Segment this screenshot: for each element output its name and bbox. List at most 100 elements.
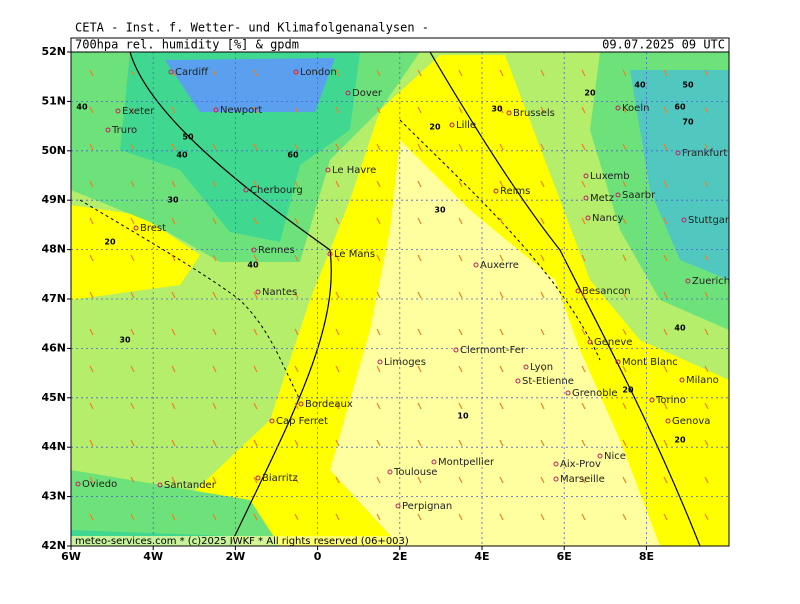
city-label: Cherbourg bbox=[250, 185, 303, 196]
wind-arrow bbox=[458, 217, 463, 225]
wind-arrow bbox=[171, 217, 176, 225]
wind-arrow bbox=[335, 439, 340, 447]
city-label: Luxemb bbox=[590, 171, 630, 182]
city-label: Truro bbox=[111, 125, 137, 136]
wind-arrow bbox=[171, 439, 176, 447]
wind-arrow bbox=[499, 217, 504, 225]
lon-tick-label: 2E bbox=[392, 550, 407, 563]
lon-tick-label: 4W bbox=[143, 550, 163, 563]
wind-arrow bbox=[294, 513, 299, 521]
city-marker bbox=[587, 339, 593, 345]
humidity-band bbox=[71, 205, 200, 300]
wind-arrow bbox=[253, 439, 258, 447]
wind-arrow bbox=[540, 402, 545, 410]
wind-arrow bbox=[499, 513, 504, 521]
institute: CETA - Inst. f. Wetter- und Klimafolgena… bbox=[75, 21, 429, 35]
contour-label: 20 bbox=[622, 386, 634, 395]
wind-arrow bbox=[663, 143, 668, 151]
wind-arrow bbox=[89, 217, 94, 225]
lon-tick-label: 2W bbox=[226, 550, 246, 563]
city-label: Newport bbox=[220, 105, 262, 116]
lon-tick-label: 4E bbox=[474, 550, 489, 563]
city-label: Perpignan bbox=[402, 501, 452, 512]
wind-arrow bbox=[663, 180, 668, 188]
wind-arrow bbox=[622, 106, 627, 114]
wind-arrow bbox=[171, 513, 176, 521]
wind-arrow bbox=[704, 513, 709, 521]
city-marker bbox=[583, 195, 589, 201]
humidity-contour bbox=[79, 199, 301, 401]
city-marker bbox=[575, 288, 581, 294]
wind-arrow bbox=[130, 69, 135, 77]
city-marker bbox=[565, 390, 571, 396]
wind-arrow bbox=[704, 180, 709, 188]
wind-arrow bbox=[458, 291, 463, 299]
wind-arrow bbox=[89, 291, 94, 299]
contour-label: 40 bbox=[674, 324, 686, 333]
lat-tick-label: 47N bbox=[41, 292, 66, 305]
wind-arrow bbox=[540, 106, 545, 114]
city-label: Cap Ferret bbox=[276, 416, 328, 427]
wind-arrow bbox=[704, 217, 709, 225]
city-marker bbox=[325, 167, 331, 173]
wind-arrow bbox=[376, 180, 381, 188]
wind-arrow bbox=[458, 106, 463, 114]
contour-label: 40 bbox=[176, 151, 188, 160]
wind-arrow bbox=[253, 328, 258, 336]
wind-arrow bbox=[212, 476, 217, 484]
wind-arrow bbox=[253, 402, 258, 410]
contour-label: 20 bbox=[429, 123, 441, 132]
wind-arrow bbox=[335, 328, 340, 336]
city-marker bbox=[251, 247, 257, 253]
wind-arrow bbox=[499, 180, 504, 188]
wind-arrow bbox=[376, 217, 381, 225]
contour-label: 20 bbox=[104, 238, 116, 247]
wind-arrow bbox=[253, 180, 258, 188]
contour-label: 10 bbox=[457, 412, 469, 421]
wind-arrow bbox=[540, 328, 545, 336]
wind-arrow bbox=[499, 69, 504, 77]
contour-label: 70 bbox=[682, 118, 694, 127]
city-marker bbox=[345, 90, 351, 96]
wind-arrow bbox=[376, 439, 381, 447]
city-marker bbox=[115, 108, 121, 114]
wind-arrow bbox=[540, 439, 545, 447]
contour-label: 40 bbox=[76, 103, 88, 112]
lat-tick-label: 45N bbox=[41, 391, 66, 404]
wind-arrow bbox=[663, 217, 668, 225]
city-marker bbox=[615, 359, 621, 365]
wind-arrow bbox=[212, 180, 217, 188]
wind-arrow bbox=[663, 291, 668, 299]
contour-label: 20 bbox=[584, 89, 596, 98]
city-marker bbox=[157, 482, 163, 488]
city-label: Rennes bbox=[258, 245, 295, 256]
wind-arrow bbox=[499, 476, 504, 484]
city-marker bbox=[515, 378, 521, 384]
wind-arrow bbox=[335, 402, 340, 410]
wind-arrow bbox=[253, 69, 258, 77]
wind-arrow bbox=[540, 69, 545, 77]
lat-tick-label: 48N bbox=[41, 243, 66, 256]
city-label: Le Havre bbox=[332, 165, 376, 176]
city-marker bbox=[665, 418, 671, 424]
city-marker bbox=[133, 225, 139, 231]
wind-arrow bbox=[622, 291, 627, 299]
wind-arrow bbox=[581, 180, 586, 188]
city-marker bbox=[105, 127, 111, 133]
city-marker bbox=[75, 481, 81, 487]
wind-arrow bbox=[376, 476, 381, 484]
city-label: Milano bbox=[686, 375, 719, 386]
city-label: Koeln bbox=[622, 103, 649, 114]
wind-arrow bbox=[89, 439, 94, 447]
wind-arrow bbox=[540, 180, 545, 188]
wind-arrow bbox=[171, 180, 176, 188]
wind-arrow bbox=[540, 254, 545, 262]
wind-arrow bbox=[212, 328, 217, 336]
wind-arrow bbox=[376, 69, 381, 77]
wind-arrow bbox=[89, 328, 94, 336]
city-label: Nantes bbox=[262, 287, 297, 298]
wind-arrow bbox=[663, 513, 668, 521]
wind-arrow bbox=[130, 254, 135, 262]
wind-arrow bbox=[212, 365, 217, 373]
wind-arrow bbox=[581, 402, 586, 410]
